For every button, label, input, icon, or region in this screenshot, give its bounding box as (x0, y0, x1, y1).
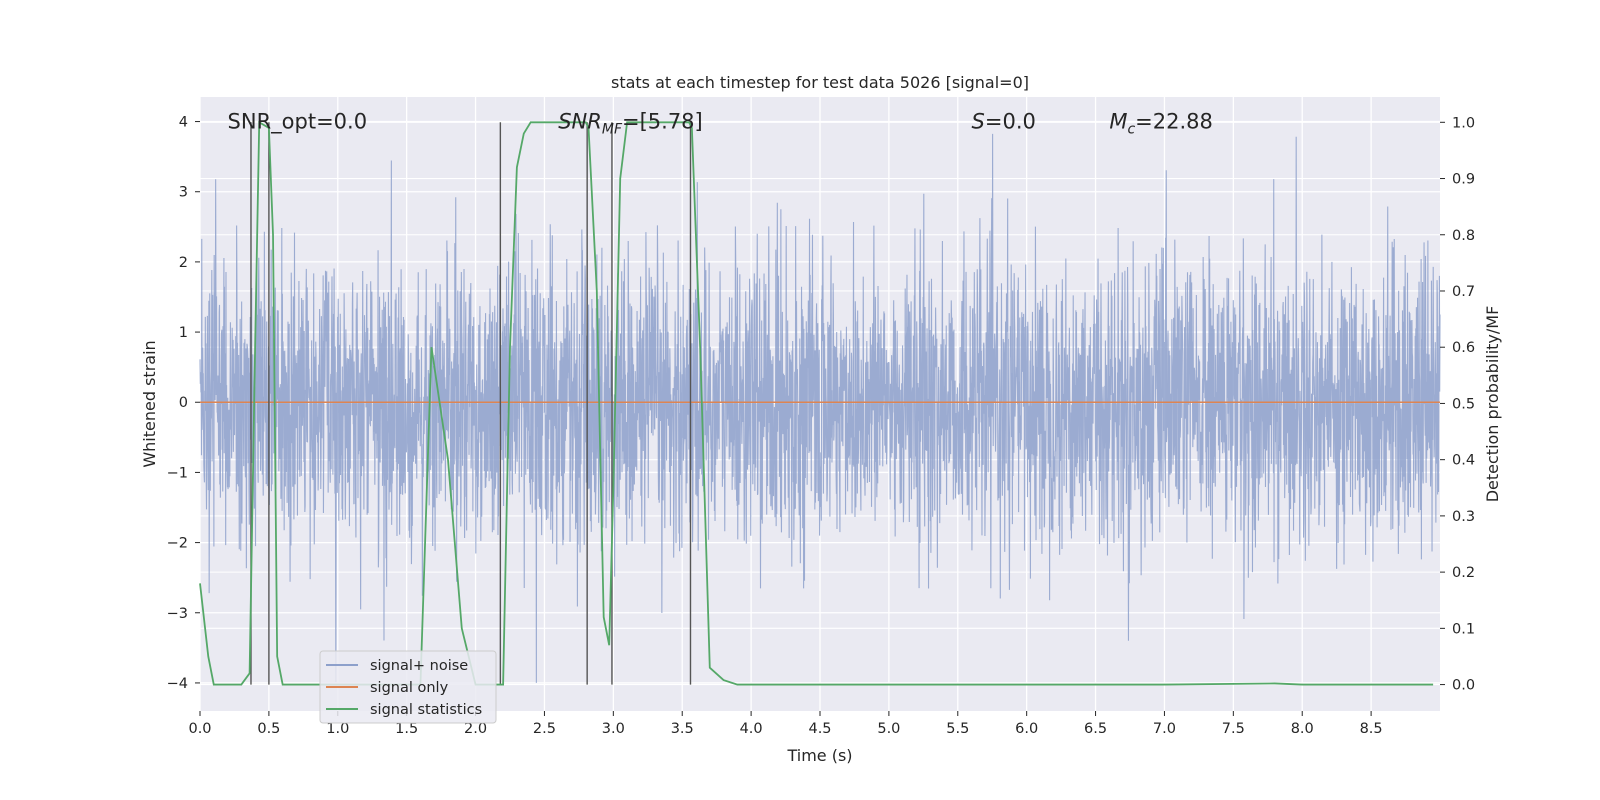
grid (199, 97, 1440, 711)
right-y-tick-label: 0.0 (1452, 678, 1475, 694)
x-tick-label: 5.0 (877, 721, 900, 737)
series-signal-noise (199, 133, 1441, 683)
x-tick-label: 8.5 (1360, 721, 1383, 737)
right-y-tick-label: 0.3 (1452, 509, 1475, 525)
right-y-tick-label: 0.1 (1452, 621, 1475, 637)
annotation-text: Mc=22.88 (1109, 110, 1213, 138)
left-y-tick-label: 1 (179, 325, 188, 341)
annotation-text: SNRMF=[5.78] (558, 110, 703, 138)
x-tick-label: 0.0 (188, 721, 211, 737)
x-tick-label: 3.5 (671, 721, 694, 737)
x-tick-label: 8.0 (1291, 721, 1314, 737)
x-tick-label: 2.5 (533, 721, 556, 737)
x-tick-label: 7.5 (1222, 721, 1245, 737)
left-y-tick-label: 0 (179, 395, 188, 411)
series-signal-statistics (199, 120, 1434, 686)
right-y-tick-label: 0.7 (1452, 284, 1475, 300)
left-y-tick-label: −1 (167, 465, 188, 481)
left-y-axis-ticks: 4 3 2 1 0 −1 −2 −3 −4 (167, 115, 200, 692)
x-tick-label: 5.5 (946, 721, 969, 737)
right-y-tick-label: 0.8 (1452, 228, 1475, 244)
x-tick-label: 6.0 (1015, 721, 1038, 737)
left-y-tick-label: −4 (167, 676, 188, 692)
left-y-tick-label: −2 (167, 536, 188, 552)
legend: signal+ noise signal only signal statistic… (319, 650, 497, 724)
x-tick-label: 1.0 (326, 721, 349, 737)
left-y-tick-label: 2 (179, 255, 188, 271)
legend-box (319, 650, 497, 724)
right-y-tick-label: 0.9 (1452, 172, 1475, 188)
right-y-tick-label: 0.6 (1452, 340, 1475, 356)
vertical-markers (250, 122, 692, 685)
left-y-axis-label: Whitened strain (140, 340, 159, 467)
right-y-tick-label: 0.5 (1452, 396, 1475, 412)
x-tick-label: 1.5 (395, 721, 418, 737)
legend-label: signal only (370, 680, 449, 696)
x-tick-label: 3.0 (602, 721, 625, 737)
left-y-tick-label: −3 (167, 606, 188, 622)
left-y-tick-label: 3 (179, 185, 188, 201)
annotation-text: S=0.0 (972, 110, 1036, 134)
x-tick-label: 0.5 (257, 721, 280, 737)
x-tick-label: 6.5 (1084, 721, 1107, 737)
right-y-tick-label: 0.4 (1452, 453, 1475, 469)
annotation-text: SNR_opt=0.0 (228, 110, 368, 135)
x-tick-label: 2.0 (464, 721, 487, 737)
annotations: SNR_opt=0.0 SNRMF=[5.78] S=0.0 Mc=22.88 (228, 110, 1213, 138)
chart-title: stats at each timestep for test data 502… (611, 73, 1029, 92)
x-axis-label: Time (s) (786, 746, 852, 765)
x-tick-label: 4.0 (740, 721, 763, 737)
x-tick-label: 4.5 (808, 721, 831, 737)
legend-label: signal+ noise (370, 658, 468, 674)
signal-statistics-line (199, 120, 1434, 686)
x-tick-label: 7.0 (1153, 721, 1176, 737)
right-y-tick-label: 1.0 (1452, 115, 1475, 131)
right-y-axis-label: Detection probability/MF (1483, 306, 1502, 503)
legend-label: signal statistics (370, 702, 482, 718)
noise-line (199, 133, 1441, 683)
x-axis-ticks: 0.0 0.5 1.0 1.5 2.0 2.5 3.0 3.5 4.0 4.5 5.0 5.5 6.0 6… (188, 711, 1383, 737)
left-y-tick-label: 4 (179, 115, 188, 131)
right-y-tick-label: 0.2 (1452, 565, 1475, 581)
right-y-axis-ticks: 1.0 0.9 0.8 0.7 0.6 0.5 0.4 0.3 0.2 0.1 0.0 (1440, 115, 1475, 694)
